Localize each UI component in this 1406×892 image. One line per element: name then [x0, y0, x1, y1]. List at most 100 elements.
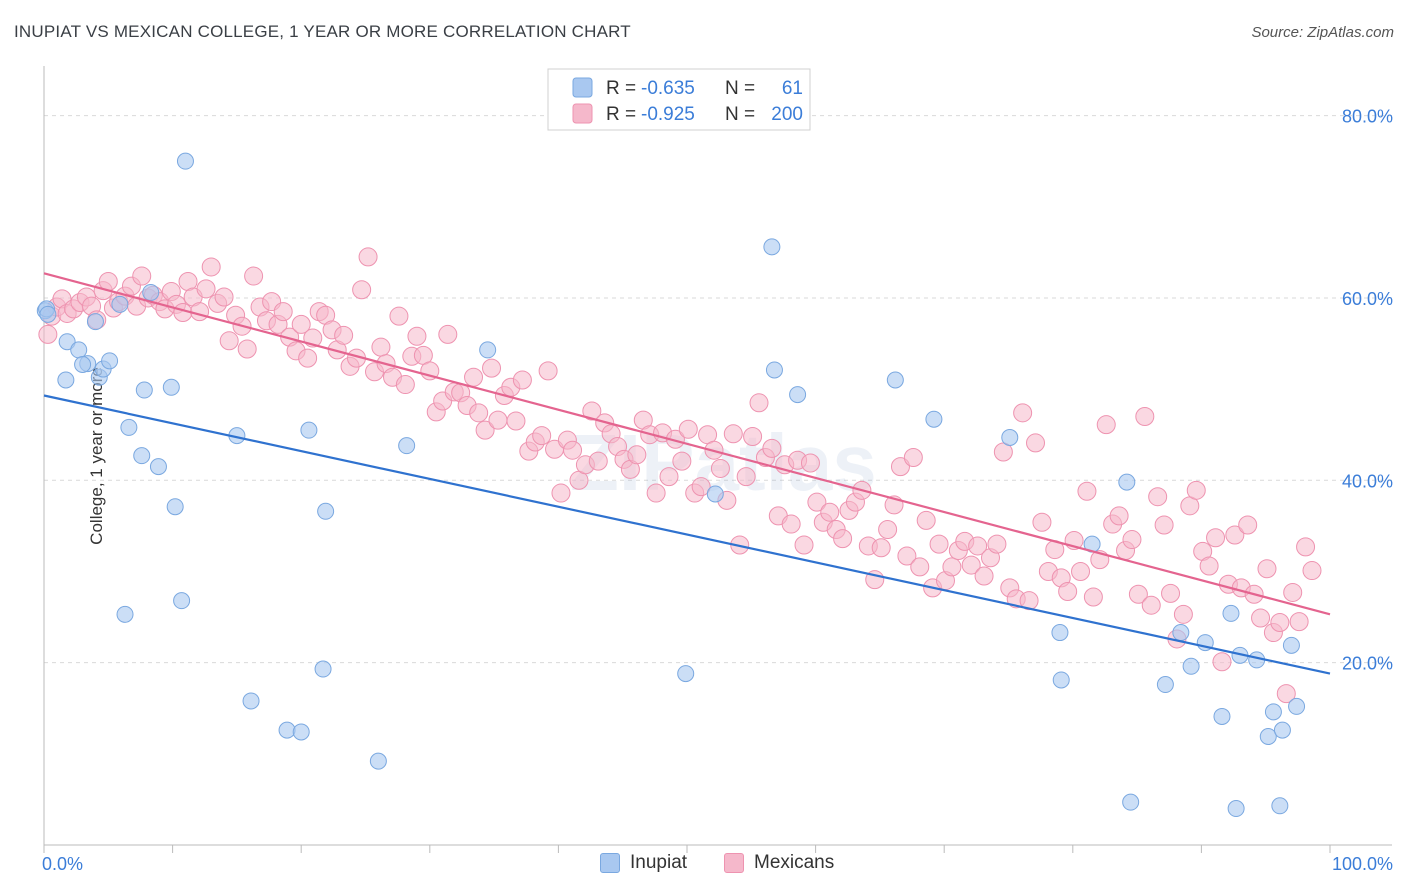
inupiat-point	[278, 721, 296, 739]
mexican-point	[794, 535, 814, 555]
mexican-point	[987, 534, 1007, 554]
inupiat-point	[292, 723, 310, 741]
x-tick-label: 0.0%	[42, 854, 83, 874]
stats-legend: R = -0.635 N = 61 R = -0.925 N = 200	[547, 68, 811, 131]
inupiat-point	[789, 386, 807, 404]
inupiat-point	[1051, 624, 1069, 642]
mexican-point	[743, 427, 763, 447]
y-tick-label: 60.0%	[1342, 289, 1393, 309]
mexican-point	[196, 279, 216, 299]
mexican-point	[749, 393, 769, 413]
inupiat-point	[314, 660, 332, 678]
inupiat-point	[677, 665, 695, 683]
inupiat-point	[111, 295, 129, 313]
inupiat-trend-line	[43, 394, 1331, 675]
mexican-point	[1283, 582, 1303, 602]
mexican-point	[1013, 403, 1033, 423]
bottom-legend: Inupiat Mexicans	[0, 852, 1406, 878]
mexican-point	[407, 326, 427, 346]
mexican-point	[1225, 525, 1245, 545]
mexican-point	[1206, 528, 1226, 548]
legend-r-label-2: R =	[606, 104, 636, 125]
inupiat-point	[886, 371, 904, 389]
inupiat-point	[57, 371, 75, 389]
mexican-point	[214, 287, 234, 307]
mexican-point	[1186, 480, 1206, 500]
inupiat-point	[1122, 793, 1140, 811]
inupiat-point	[39, 305, 57, 323]
trend-lines	[43, 272, 1331, 675]
mexican-point	[371, 337, 391, 357]
mexican-point	[762, 438, 782, 458]
mexican-point	[736, 467, 756, 487]
mexican-point	[38, 324, 58, 344]
inupiat-point	[101, 352, 119, 370]
inupiat-point	[1213, 707, 1231, 725]
inupiat-point	[1001, 428, 1019, 446]
mexican-point	[1083, 587, 1103, 607]
mexican-point	[1058, 582, 1078, 602]
mexican-point	[1289, 612, 1309, 632]
mexican-point	[1238, 515, 1258, 535]
mexican-point	[968, 536, 988, 556]
y-tick-label: 20.0%	[1342, 654, 1393, 674]
mexican-point	[1141, 595, 1161, 615]
legend-item-inupiat[interactable]: Inupiat	[600, 852, 687, 874]
mexican-point	[678, 419, 698, 439]
mexican-point	[897, 546, 917, 566]
inupiat-point	[242, 692, 260, 710]
mexican-point	[1122, 530, 1142, 550]
mexican-point	[469, 403, 489, 423]
mexican-point	[132, 266, 152, 286]
mexican-point	[273, 302, 293, 322]
mexican-point	[1296, 537, 1316, 557]
inupiat-point	[763, 238, 781, 256]
mexican-point	[1077, 481, 1097, 501]
inupiat-point	[1118, 473, 1136, 491]
inupiat-point	[1273, 721, 1291, 739]
inupiat-point	[176, 152, 194, 170]
mexican-point	[201, 257, 221, 277]
inupiat-point	[166, 498, 184, 516]
axes	[43, 66, 1392, 853]
mexican-point	[878, 520, 898, 540]
mexican-point	[1026, 433, 1046, 453]
legend-n-value-1: 61	[782, 78, 803, 99]
inupiat-point	[133, 447, 151, 465]
inupiat-point	[1271, 797, 1289, 815]
inupiat-point	[58, 333, 76, 351]
mexican-point	[563, 440, 583, 460]
legend-r-label-1: R =	[606, 78, 636, 99]
legend-label-inupiat: Inupiat	[630, 852, 688, 873]
mexican-point	[807, 492, 827, 512]
inupiat-point	[706, 485, 724, 503]
mexican-point	[588, 451, 608, 471]
mexican-point	[1251, 608, 1271, 628]
chart-title: INUPIAT VS MEXICAN COLLEGE, 1 YEAR OR MO…	[14, 22, 631, 41]
inupiat-point	[142, 283, 160, 301]
mexican-point	[710, 458, 730, 478]
inupiat-point	[1227, 800, 1245, 818]
legend-swatch-mexicans	[572, 103, 593, 124]
mexican-point	[1154, 515, 1174, 535]
inupiat-point	[398, 437, 416, 455]
inupiat-point	[120, 418, 138, 436]
mexican-point	[512, 370, 532, 390]
mexican-point	[1161, 583, 1181, 603]
legend-swatch	[724, 853, 744, 873]
mexican-point	[538, 361, 558, 381]
mexican-point	[1302, 561, 1322, 581]
mexican-point	[334, 325, 354, 345]
inupiat-point	[149, 458, 167, 476]
mexican-point	[916, 510, 936, 530]
legend-item-mexicans[interactable]: Mexicans	[724, 852, 834, 874]
mexican-point	[244, 266, 264, 286]
mexican-point	[482, 358, 502, 378]
legend-r-value-2: -0.925	[641, 104, 695, 125]
mexican-point	[993, 442, 1013, 462]
inupiat-point	[135, 381, 153, 399]
mexican-point	[506, 411, 526, 431]
mexican-point	[1199, 556, 1219, 576]
inupiat-point	[369, 752, 387, 770]
mexican-point	[395, 375, 415, 395]
